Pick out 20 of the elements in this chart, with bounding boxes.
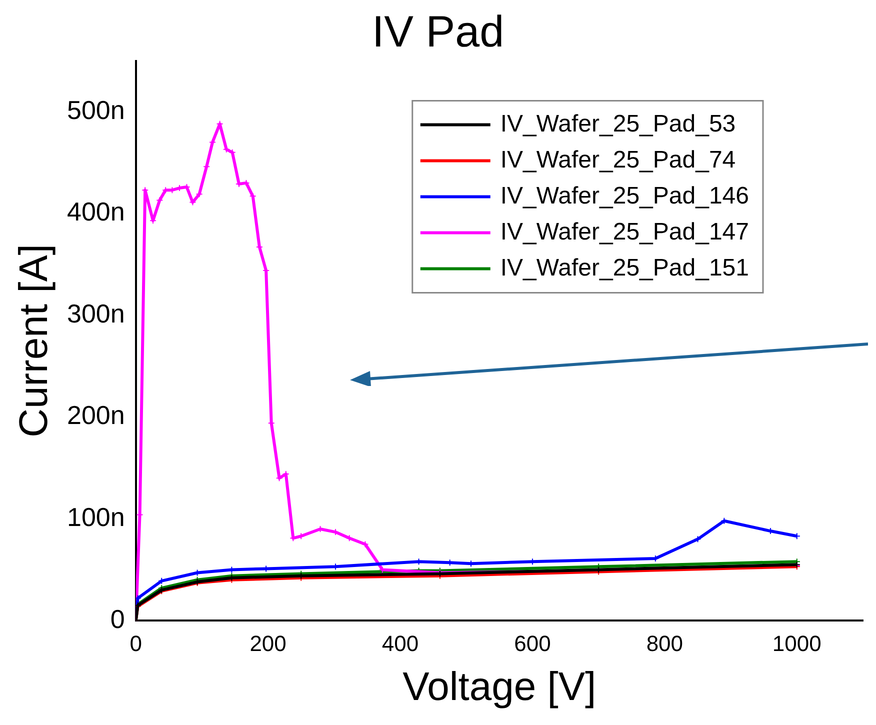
y-tick-label: 200n xyxy=(66,400,125,430)
y-tick-label: 100n xyxy=(66,502,125,532)
x-tick-label: 400 xyxy=(382,630,419,656)
legend-label: IV_Wafer_25_Pad_53 xyxy=(500,110,736,138)
x-axis-title: Voltage [V] xyxy=(402,665,596,710)
y-tick-label: 300n xyxy=(66,298,125,328)
legend-label: IV_Wafer_25_Pad_151 xyxy=(500,254,749,282)
y-tick-label: 0 xyxy=(110,604,125,634)
legend-label: IV_Wafer_25_Pad_147 xyxy=(500,218,749,246)
y-tick-label: 500n xyxy=(66,94,125,125)
x-tick-label: 600 xyxy=(514,630,551,656)
x-tick-label: 1000 xyxy=(772,630,822,656)
x-tick-label: 0 xyxy=(130,630,142,656)
chart-title: IV Pad xyxy=(372,8,504,57)
x-tick-label: 200 xyxy=(250,630,286,656)
legend-label: IV_Wafer_25_Pad_146 xyxy=(500,182,749,210)
y-tick-label: 400n xyxy=(66,196,125,227)
legend-label: IV_Wafer_25_Pad_74 xyxy=(500,146,736,174)
y-axis-title: Current [A] xyxy=(12,244,56,438)
x-tick-label: 800 xyxy=(646,630,684,656)
